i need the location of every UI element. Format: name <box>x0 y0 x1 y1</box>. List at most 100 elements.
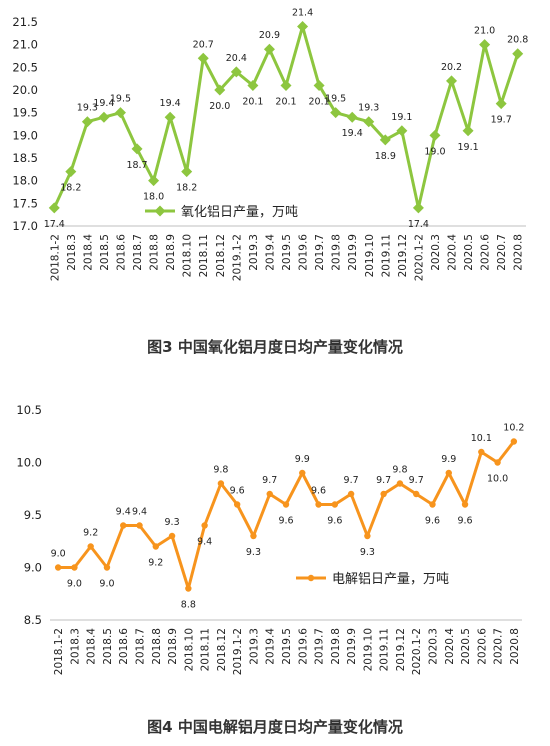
electro-data-point <box>185 585 192 592</box>
alumina-xtick-label: 2018.8 <box>149 234 161 271</box>
electro-xtick-label: 2018.8 <box>151 628 163 665</box>
electro-ytick-label: 9.0 <box>24 561 42 575</box>
alumina-data-point <box>214 84 226 96</box>
electro-xtick-label: 2019.10 <box>362 628 374 671</box>
electro-data-label: 10.0 <box>487 474 508 485</box>
alumina-xtick-label: 2019.10 <box>364 234 376 277</box>
alumina-xtick-label: 2019.5 <box>281 234 293 271</box>
alumina-data-point <box>379 134 391 146</box>
electro-data-point <box>380 490 387 498</box>
alumina-data-label: 20.8 <box>507 35 528 46</box>
alumina-data-label: 19.1 <box>391 112 412 123</box>
electro-data-label: 9.2 <box>83 528 98 539</box>
electro-data-label: 9.7 <box>262 475 277 486</box>
electro-data-point <box>510 438 518 445</box>
alumina-ytick-label: 20.0 <box>12 83 38 97</box>
alumina-xtick-label: 2018.3 <box>66 234 78 271</box>
electro-data-point <box>347 490 355 498</box>
alumina-data-point <box>247 79 259 91</box>
electrolytic-aluminum-chart-svg: 8.5 9.0 9.5 10.0 10.5 2018.1-2 2018.3 2018.4 201… <box>16 403 524 675</box>
alumina-xtick-label: 2018.5 <box>99 234 111 271</box>
electro-data-point <box>266 490 273 498</box>
electro-data-label: 9.6 <box>457 516 472 527</box>
electrolytic-aluminum-chart-caption: 图4 中国电解铝月度日均产量变化情况 <box>147 718 403 736</box>
electro-xtick-label: 2018.11 <box>200 628 212 671</box>
electro-data-point <box>152 543 159 550</box>
alumina-data-label: 18.9 <box>375 151 396 162</box>
electro-xtick-label: 2018.10 <box>183 628 195 671</box>
alumina-xtick-label: 2019.8 <box>331 234 343 271</box>
alumina-data-label: 18.2 <box>60 183 81 194</box>
electro-ytick-label: 10.5 <box>16 403 42 417</box>
alumina-chart-caption: 图3 中国氧化铝月度日均产量变化情况 <box>147 338 403 356</box>
electro-data-point <box>429 501 436 508</box>
alumina-data-label: 20.1 <box>242 96 263 107</box>
alumina-xtick-label: 2019.1-2 <box>231 234 243 281</box>
electro-data-label: 9.0 <box>67 579 82 590</box>
alumina-ytick-label: 21.5 <box>12 15 38 29</box>
electro-data-label: 10.2 <box>503 423 524 434</box>
electro-data-label: 9.9 <box>295 454 310 465</box>
electro-ytick-label: 8.5 <box>24 613 42 627</box>
alumina-xtick-label: 2019.7 <box>314 234 326 271</box>
electro-xtick-label: 2020.5 <box>460 628 472 665</box>
electro-data-point <box>217 480 225 487</box>
electro-data-label: 9.4 <box>132 507 147 518</box>
electro-data-point <box>461 501 469 508</box>
electro-data-label: 9.6 <box>311 486 326 497</box>
alumina-data-label: 20.0 <box>209 101 230 112</box>
electro-xtick-label: 2019.3 <box>248 628 260 665</box>
electro-data-point <box>364 532 371 540</box>
electro-data-point <box>331 501 339 508</box>
electro-data-label: 9.6 <box>278 516 293 527</box>
electro-xtick-label: 2018.5 <box>102 628 114 665</box>
electro-data-point <box>315 501 322 508</box>
alumina-data-point <box>412 202 424 214</box>
alumina-data-point <box>131 143 143 155</box>
electro-data-point <box>396 480 404 487</box>
alumina-data-point <box>98 111 110 123</box>
alumina-data-point <box>114 107 126 119</box>
electro-xtick-label: 2019.11 <box>379 628 391 671</box>
electro-data-label: 9.3 <box>165 517 180 528</box>
alumina-xtick-label: 2018.1-2 <box>49 234 61 281</box>
alumina-xtick-label: 2018.11 <box>198 234 210 277</box>
electro-xtick-label: 2018.3 <box>69 628 81 665</box>
electro-data-label: 9.8 <box>392 465 407 476</box>
electro-data-point <box>87 543 94 550</box>
alumina-data-label: 21.4 <box>292 8 313 19</box>
electro-data-label: 9.7 <box>409 475 424 486</box>
alumina-data-point <box>48 202 60 214</box>
alumina-data-label: 21.0 <box>474 26 495 37</box>
alumina-data-label: 17.4 <box>408 219 429 230</box>
alumina-data-point <box>230 66 242 78</box>
alumina-data-label: 19.5 <box>110 94 131 105</box>
electro-data-label: 9.3 <box>246 547 261 558</box>
electro-data-point <box>54 564 62 571</box>
alumina-data-label: 20.1 <box>275 96 296 107</box>
alumina-ytick-label: 18.0 <box>12 174 38 188</box>
alumina-xtick-label: 2020.8 <box>513 234 525 271</box>
electro-xtick-label: 2019.1-2 <box>232 628 244 675</box>
alumina-legend-marker <box>154 205 166 217</box>
electro-xtick-label: 2019.9 <box>346 628 358 665</box>
electro-data-point <box>168 532 176 540</box>
alumina-xtick-label: 2018.7 <box>132 234 144 271</box>
electro-data-point <box>71 564 78 571</box>
electro-data-point <box>413 490 420 498</box>
alumina-xtick-label: 2020.6 <box>480 234 492 271</box>
electro-xtick-label: 2020.7 <box>493 628 505 665</box>
alumina-data-point <box>429 129 441 141</box>
electro-data-point <box>233 501 241 508</box>
electro-xtick-label: 2018.4 <box>86 628 98 665</box>
electro-xtick-label: 2020.6 <box>476 628 488 665</box>
alumina-xtick-label: 2020.1-2 <box>413 234 425 281</box>
alumina-xtick-label: 2019.6 <box>298 234 310 271</box>
electro-data-label: 9.4 <box>197 537 212 548</box>
alumina-series-line <box>52 25 520 210</box>
electro-data-label: 9.0 <box>99 579 114 590</box>
alumina-data-label: 20.2 <box>441 62 462 73</box>
electro-xtick-label: 2020.8 <box>509 628 521 665</box>
electro-xtick-label: 2018.1-2 <box>53 628 65 675</box>
alumina-xtick-label: 2020.5 <box>463 234 475 271</box>
